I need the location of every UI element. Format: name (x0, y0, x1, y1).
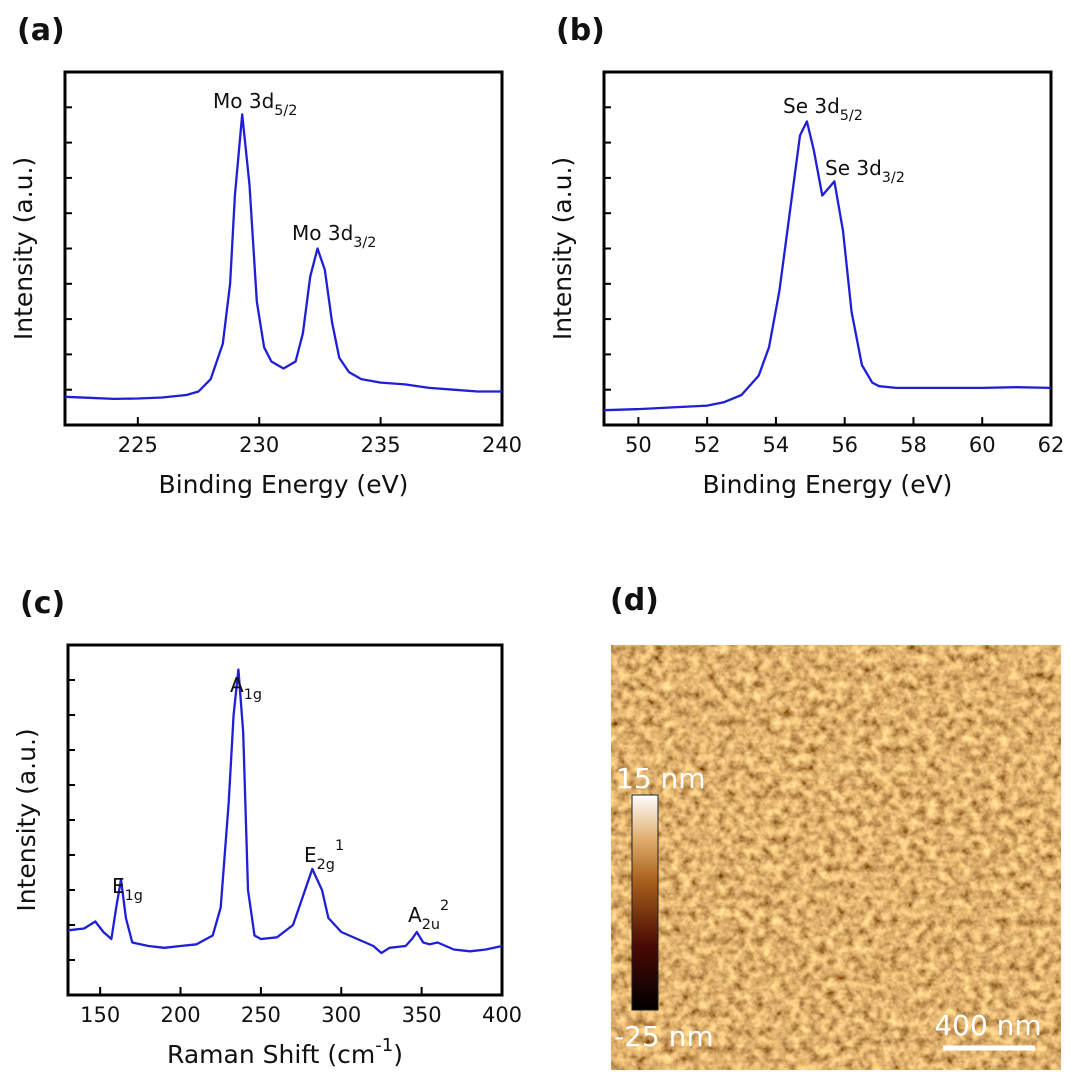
x-axis-title-text: Binding Energy (eV) (159, 470, 409, 499)
peak-label-sub: 3/2 (353, 235, 376, 251)
x-tick-label: 150 (80, 1003, 120, 1027)
peak-label: Se 3d5/2 (783, 94, 863, 124)
panel-label: (a) (17, 13, 65, 48)
peak-label-sub: 1g (125, 888, 143, 904)
peak-label-sub: 5/2 (840, 108, 863, 124)
y-axis-title: Intensity (a.u.) (12, 728, 41, 911)
x-tick-label: 300 (321, 1003, 361, 1027)
x-tick-label: 60 (969, 433, 996, 457)
x-tick-label: 250 (241, 1003, 281, 1027)
x-tick-label: 230 (239, 433, 279, 457)
x-tick-label: 235 (361, 433, 401, 457)
x-axis-title: Raman Shift (cm-1) (167, 1035, 403, 1069)
x-tick-label: 400 (482, 1003, 522, 1027)
x-axis-title-sup: -1 (375, 1035, 393, 1056)
y-axis-title: Intensity (a.u.) (548, 157, 577, 340)
peak-label-sub: 2g (317, 857, 335, 873)
peak-label-text: E (304, 843, 317, 867)
panel-label: (c) (20, 586, 65, 621)
peak-label: E1g (112, 874, 143, 904)
peak-label: E2g1 (304, 838, 344, 873)
x-axis-title-after: ) (393, 1040, 403, 1069)
x-tick-label: 62 (1038, 433, 1065, 457)
peak-label-text: Se 3d (825, 156, 882, 180)
x-tick-label: 52 (694, 433, 721, 457)
peak-label-text: A (230, 673, 244, 697)
y-axis-title: Intensity (a.u.) (9, 157, 38, 340)
data-line (603, 120, 1052, 412)
x-axis-title: Binding Energy (eV) (159, 470, 409, 499)
x-tick-label: 225 (118, 433, 158, 457)
peak-label: A1g (230, 673, 262, 703)
colorbar-max-label: 15 nm (616, 762, 706, 795)
x-tick-label: 54 (763, 433, 790, 457)
plot-frame (602, 70, 1053, 427)
x-tick-label: 56 (831, 433, 858, 457)
x-tick-label: 240 (482, 433, 522, 457)
peak-label-text: Mo 3d (292, 221, 353, 245)
peak-label-text: A (408, 903, 422, 927)
x-tick-label: 58 (900, 433, 927, 457)
colorbar-min-label: -25 nm (614, 1020, 714, 1053)
panel-label: (d) (610, 583, 659, 618)
x-tick-label: 350 (402, 1003, 442, 1027)
peak-label-sup: 2 (440, 898, 449, 914)
peak-label-sub: 3/2 (882, 170, 905, 186)
x-tick-label: 200 (160, 1003, 200, 1027)
afm-panel: (d) 15 nm -25 nm 400 nm (610, 583, 1061, 1070)
peak-label-text: Se 3d (783, 94, 840, 118)
data-line (64, 113, 502, 401)
scale-bar-label: 400 nm (934, 1009, 1041, 1042)
afm-image (611, 645, 1061, 1070)
data-line (67, 668, 503, 955)
colorbar (631, 794, 659, 1011)
peak-label: Mo 3d3/2 (292, 221, 376, 251)
x-axis-title-text: Binding Energy (eV) (703, 470, 953, 499)
x-axis-title-text: Raman Shift (cm (167, 1040, 375, 1069)
x-axis-title: Binding Energy (eV) (703, 470, 953, 499)
y-axis-title-text: Intensity (a.u.) (9, 157, 38, 340)
panel-label: (b) (556, 13, 605, 48)
y-axis-title-text: Intensity (a.u.) (548, 157, 577, 340)
peak-label-sub: 5/2 (274, 103, 297, 119)
plot-frame (63, 70, 504, 427)
peak-label-text: Mo 3d (213, 89, 274, 113)
peak-label: Mo 3d5/2 (213, 89, 297, 119)
peak-label-sup: 1 (335, 838, 344, 854)
x-tick-label: 50 (625, 433, 652, 457)
peak-label-sub: 1g (244, 687, 262, 703)
peak-label: Se 3d3/2 (825, 156, 905, 186)
peak-label-text: E (112, 874, 125, 898)
peak-label-sub: 2u (422, 917, 440, 933)
peak-label: A2u2 (408, 898, 449, 933)
y-axis-title-text: Intensity (a.u.) (12, 728, 41, 911)
